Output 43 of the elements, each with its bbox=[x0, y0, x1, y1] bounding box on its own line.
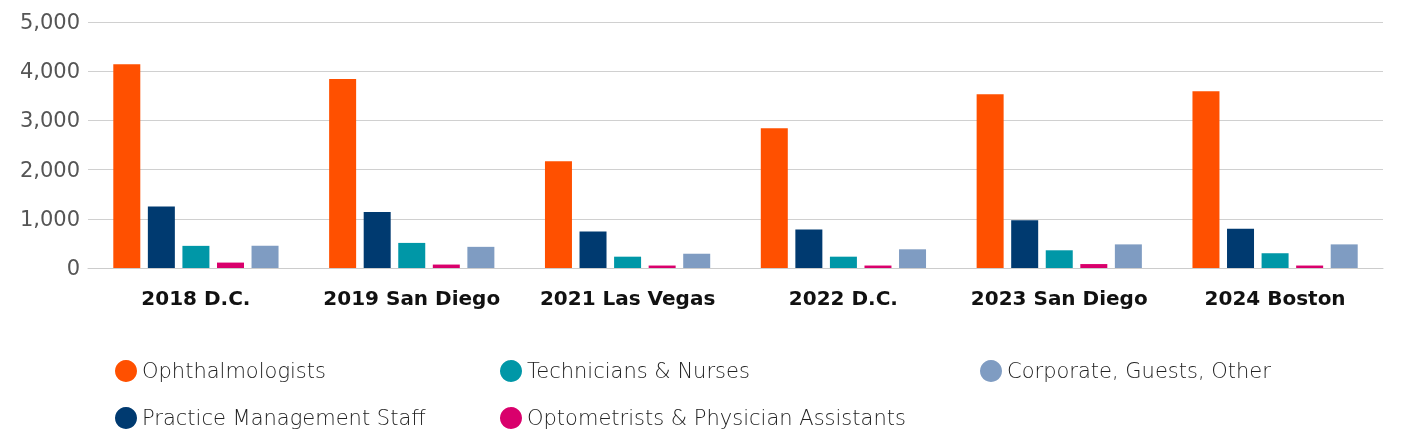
x-tick-label: 2018 D.C. bbox=[141, 286, 251, 310]
bar bbox=[182, 245, 210, 268]
y-tick-label: 0 bbox=[66, 256, 80, 280]
bar bbox=[829, 256, 857, 268]
bar bbox=[329, 79, 357, 268]
x-tick-label: 2024 Boston bbox=[1204, 286, 1346, 310]
bar bbox=[976, 94, 1004, 268]
bar bbox=[216, 262, 244, 268]
legend-label: Ophthalmologists bbox=[142, 359, 326, 383]
bar bbox=[113, 64, 141, 268]
y-tick-label: 4,000 bbox=[19, 59, 80, 84]
bar bbox=[1045, 250, 1073, 268]
bar bbox=[363, 211, 391, 268]
bar bbox=[147, 206, 175, 268]
y-tick-label: 5,000 bbox=[19, 10, 80, 34]
x-tick-label: 2021 Las Vegas bbox=[539, 286, 716, 310]
x-tick-label: 2019 San Diego bbox=[323, 286, 501, 310]
bar bbox=[467, 246, 495, 268]
legend-label: Optometrists & Physician Assistants bbox=[527, 406, 906, 430]
bar bbox=[899, 249, 927, 268]
y-tick-label: 1,000 bbox=[19, 206, 80, 231]
bar bbox=[1261, 253, 1289, 268]
bar bbox=[614, 256, 642, 268]
bar bbox=[1330, 244, 1358, 268]
bar bbox=[398, 242, 426, 268]
legend-label: Technicians & Nurses bbox=[527, 359, 750, 383]
bar bbox=[1114, 244, 1142, 268]
legend-label: Corporate, Guests, Other bbox=[1007, 359, 1272, 383]
bar bbox=[760, 128, 788, 268]
y-tick-label: 3,000 bbox=[19, 108, 80, 133]
bar bbox=[683, 253, 711, 268]
bar bbox=[1227, 228, 1255, 268]
bar bbox=[251, 245, 279, 268]
bar bbox=[1192, 91, 1220, 268]
x-tick-label: 2023 San Diego bbox=[970, 286, 1148, 310]
bar bbox=[1080, 264, 1108, 268]
y-tick-label: 2,000 bbox=[19, 157, 80, 182]
x-tick-label: 2022 D.C. bbox=[788, 286, 898, 310]
bar bbox=[544, 161, 572, 268]
bar bbox=[579, 231, 607, 268]
legend-label: Practice Management Staff bbox=[142, 406, 427, 430]
bar bbox=[1011, 220, 1039, 268]
bar bbox=[795, 229, 823, 268]
